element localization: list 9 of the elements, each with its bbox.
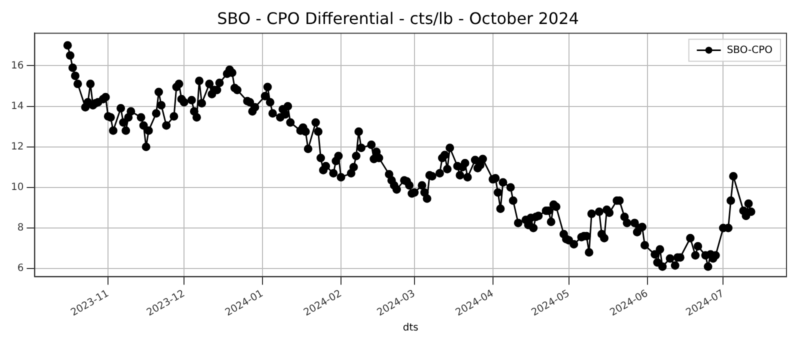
y-tick-label: 14 (10, 100, 24, 112)
y-tick-label: 12 (10, 141, 24, 152)
y-tick-label: 16 (10, 60, 24, 72)
chart-title: SBO - CPO Differential - cts/lb - October 2024 (217, 8, 579, 28)
x-axis-title: dts (402, 322, 418, 334)
legend-label: SBO-CPO (726, 44, 773, 56)
y-tick-label: 6 (17, 263, 24, 274)
y-tick-label: 10 (10, 182, 24, 194)
y-tick-label: 8 (17, 222, 24, 234)
